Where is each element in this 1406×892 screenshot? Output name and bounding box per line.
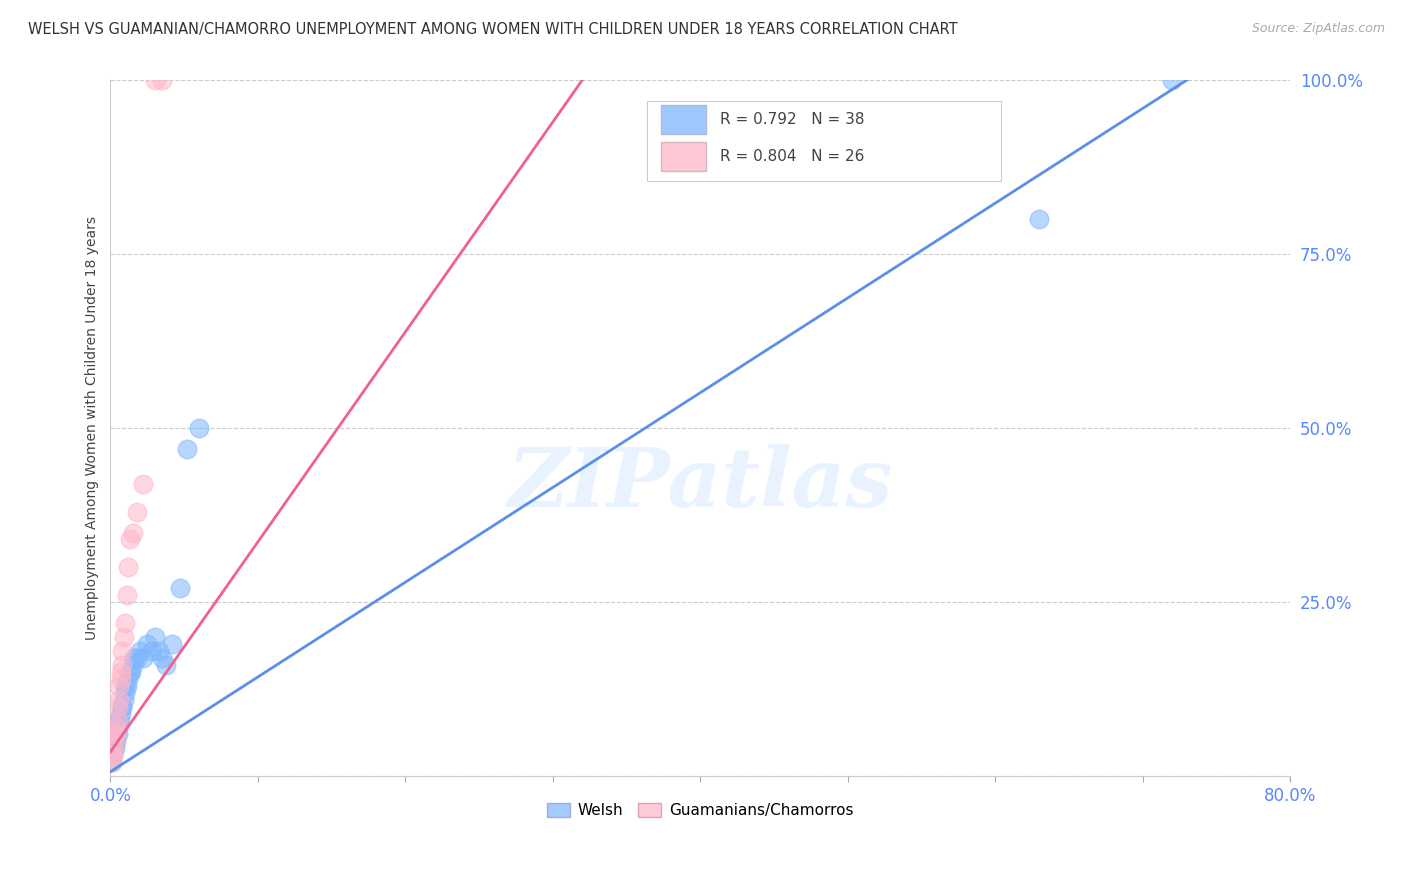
Point bbox=[110, 672, 132, 686]
Point bbox=[115, 588, 138, 602]
Point bbox=[105, 727, 128, 741]
Point bbox=[108, 714, 131, 728]
Point bbox=[169, 581, 191, 595]
Point bbox=[114, 679, 136, 693]
Point bbox=[107, 699, 129, 714]
Point bbox=[103, 741, 125, 756]
Point bbox=[101, 756, 124, 770]
Point bbox=[148, 644, 170, 658]
Point bbox=[150, 73, 173, 87]
Point bbox=[1028, 212, 1050, 227]
Point bbox=[118, 533, 141, 547]
Text: ZIPatlas: ZIPatlas bbox=[508, 444, 893, 524]
Point bbox=[110, 706, 132, 721]
Legend: Welsh, Guamanians/Chamorros: Welsh, Guamanians/Chamorros bbox=[541, 797, 859, 824]
Point bbox=[122, 650, 145, 665]
Point bbox=[125, 650, 148, 665]
Point bbox=[150, 650, 173, 665]
Point bbox=[121, 525, 143, 540]
Text: WELSH VS GUAMANIAN/CHAMORRO UNEMPLOYMENT AMONG WOMEN WITH CHILDREN UNDER 18 YEAR: WELSH VS GUAMANIAN/CHAMORRO UNEMPLOYMENT… bbox=[28, 22, 957, 37]
Point bbox=[115, 679, 138, 693]
Point bbox=[107, 721, 129, 735]
Point bbox=[103, 741, 125, 756]
Point bbox=[162, 637, 184, 651]
Point bbox=[117, 560, 139, 574]
Point bbox=[108, 692, 131, 706]
Point bbox=[101, 748, 124, 763]
Point bbox=[108, 714, 131, 728]
Point bbox=[132, 650, 155, 665]
Point bbox=[187, 421, 209, 435]
Point bbox=[155, 657, 177, 672]
Point bbox=[118, 665, 141, 679]
Point bbox=[111, 699, 134, 714]
Point bbox=[120, 665, 142, 679]
Point bbox=[136, 637, 159, 651]
Point bbox=[121, 657, 143, 672]
Point bbox=[110, 665, 132, 679]
Point bbox=[111, 699, 134, 714]
Point bbox=[129, 644, 152, 658]
Point bbox=[101, 756, 124, 770]
Point bbox=[112, 630, 135, 644]
Text: Source: ZipAtlas.com: Source: ZipAtlas.com bbox=[1251, 22, 1385, 36]
FancyBboxPatch shape bbox=[647, 101, 1001, 181]
Point bbox=[141, 644, 163, 658]
Text: R = 0.804   N = 26: R = 0.804 N = 26 bbox=[720, 149, 865, 164]
Point bbox=[103, 748, 125, 763]
Point bbox=[125, 505, 148, 519]
Point bbox=[143, 630, 166, 644]
Point bbox=[104, 734, 127, 748]
Point bbox=[114, 615, 136, 630]
Point bbox=[112, 692, 135, 706]
Point bbox=[1161, 73, 1184, 87]
FancyBboxPatch shape bbox=[661, 142, 706, 171]
Point bbox=[103, 748, 125, 763]
Point bbox=[104, 741, 127, 756]
Point bbox=[107, 714, 129, 728]
Point bbox=[105, 734, 128, 748]
Point bbox=[111, 657, 134, 672]
Point bbox=[111, 644, 134, 658]
Point bbox=[105, 727, 128, 741]
Point bbox=[108, 679, 131, 693]
Point bbox=[105, 721, 128, 735]
Point bbox=[176, 442, 198, 456]
Text: R = 0.792   N = 38: R = 0.792 N = 38 bbox=[720, 112, 865, 128]
Point bbox=[104, 734, 127, 748]
Y-axis label: Unemployment Among Women with Children Under 18 years: Unemployment Among Women with Children U… bbox=[86, 216, 100, 640]
Point bbox=[107, 727, 129, 741]
Point bbox=[132, 476, 155, 491]
Point bbox=[104, 727, 127, 741]
Point bbox=[117, 672, 139, 686]
FancyBboxPatch shape bbox=[661, 105, 706, 135]
Point bbox=[114, 685, 136, 699]
Point bbox=[143, 73, 166, 87]
